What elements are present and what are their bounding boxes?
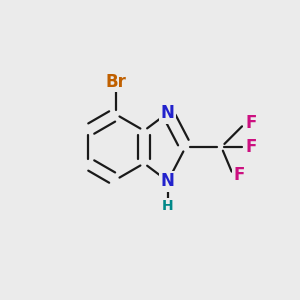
Text: H: H: [162, 200, 174, 214]
Text: Br: Br: [105, 73, 126, 91]
Text: F: F: [233, 166, 244, 184]
Text: N: N: [161, 104, 175, 122]
Text: F: F: [245, 114, 256, 132]
Text: N: N: [161, 172, 175, 190]
Text: F: F: [245, 138, 256, 156]
